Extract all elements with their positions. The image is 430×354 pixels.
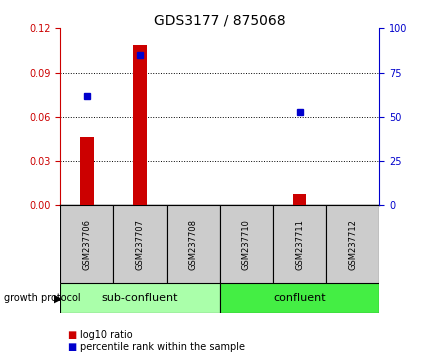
Text: GSM237708: GSM237708 [188, 219, 197, 270]
Bar [166, 205, 219, 283]
Text: sub-confluent: sub-confluent [101, 293, 178, 303]
Text: ■: ■ [67, 342, 76, 352]
Text: confluent: confluent [273, 293, 325, 303]
Text: GSM237707: GSM237707 [135, 219, 144, 270]
Title: GDS3177 / 875068: GDS3177 / 875068 [154, 13, 285, 27]
Text: GSM237711: GSM237711 [295, 219, 303, 270]
Bar [60, 205, 113, 283]
Bar [219, 205, 272, 283]
Bar [219, 283, 378, 313]
Text: GSM237706: GSM237706 [82, 219, 91, 270]
Bar [133, 45, 146, 205]
Text: ■: ■ [67, 330, 76, 339]
Bar [326, 205, 378, 283]
Text: growth protocol: growth protocol [4, 293, 81, 303]
Bar [292, 194, 305, 205]
Bar [113, 205, 166, 283]
Text: GSM237712: GSM237712 [347, 219, 356, 270]
Text: ▶: ▶ [54, 293, 62, 303]
Bar [60, 283, 219, 313]
Text: GSM237710: GSM237710 [241, 219, 250, 270]
Text: percentile rank within the sample: percentile rank within the sample [80, 342, 244, 352]
Bar [80, 137, 93, 205]
Bar [272, 205, 326, 283]
Text: log10 ratio: log10 ratio [80, 330, 132, 339]
